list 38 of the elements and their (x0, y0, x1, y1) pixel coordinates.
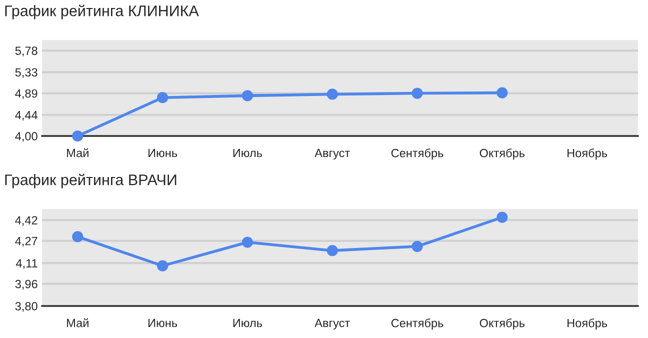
x-tick-label: Май (67, 318, 88, 328)
x-tick-label: Август (314, 318, 350, 330)
y-tick-label: 4,27 (15, 236, 38, 247)
y-tick-label: 4,44 (15, 111, 38, 121)
y-tick-label: 3,96 (15, 280, 38, 290)
x-tick-label: Июль (233, 148, 262, 158)
point (412, 240, 423, 252)
x-tick-label: Сентябрь (391, 318, 444, 330)
x-tick-label: Сентябрь (391, 148, 444, 160)
x-tick-label: Июнь (148, 318, 178, 328)
y-tick-label: 4,42 (15, 216, 38, 226)
point (496, 87, 508, 98)
y-tick-label: 4,89 (15, 89, 38, 100)
x-tick-label: Октябрь (480, 148, 525, 160)
point (326, 88, 338, 100)
x-tick-label: Июль (233, 318, 262, 328)
x-tick-label: Июнь (148, 148, 178, 158)
y-tick-label: 4,00 (15, 132, 38, 142)
x-tick-label: Октябрь (480, 318, 525, 330)
point (72, 231, 84, 242)
point (242, 236, 254, 248)
point (157, 260, 168, 272)
point (157, 92, 168, 104)
x-tick-label: Ноябрь (568, 148, 608, 160)
chart-title: График рейтинга ВРАЧИ (5, 174, 176, 188)
point (72, 130, 84, 142)
y-tick-label: 5,78 (15, 46, 38, 56)
y-tick-label: 4,11 (16, 259, 38, 269)
point (496, 212, 508, 223)
x-tick-label: Август (314, 148, 350, 160)
y-tick-label: 5,33 (15, 68, 38, 78)
x-tick-label: Май (67, 148, 88, 158)
point (412, 88, 423, 99)
chart-title: График рейтинга КЛИНИКА (5, 4, 199, 20)
y-tick-label: 3,80 (15, 302, 38, 312)
point (242, 90, 254, 102)
point (326, 245, 338, 256)
x-tick-label: Ноябрь (568, 318, 608, 330)
